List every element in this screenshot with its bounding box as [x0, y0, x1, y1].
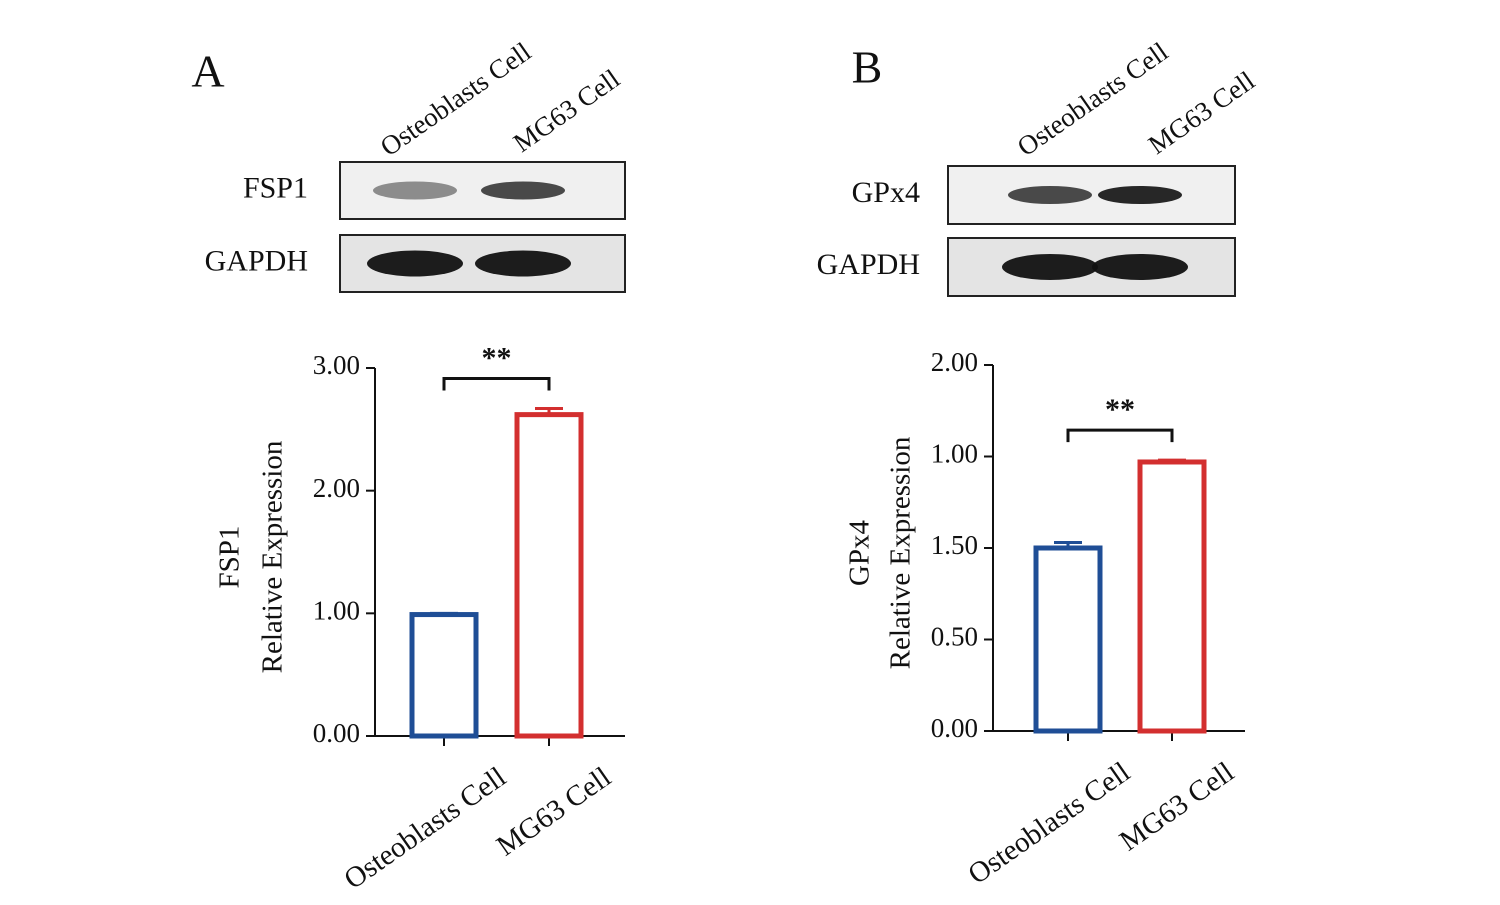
x-tick-label: MG63 Cell [491, 761, 617, 863]
y-tick-label: 0.50 [931, 622, 978, 652]
y-tick-label: 2.00 [931, 347, 978, 377]
blot-band [1092, 254, 1188, 280]
y-axis-label: Relative Expression [885, 436, 917, 669]
significance-bracket [1066, 428, 1174, 443]
bar [1137, 459, 1207, 734]
bar [409, 612, 479, 739]
blot-row-label: GAPDH [817, 248, 920, 281]
blot-band [1002, 254, 1098, 280]
x-tick-label: Osteoblasts Cell [338, 761, 511, 896]
significance-label: ** [482, 341, 512, 374]
blot-lane-label: MG63 Cell [1143, 65, 1260, 160]
panel-label: A [191, 46, 224, 97]
y-tick-label: 0.00 [931, 713, 978, 743]
y-tick-label: 1.00 [313, 596, 360, 626]
y-axis-label: GPx4 [844, 519, 876, 586]
blot-band [475, 250, 571, 277]
x-tick-label: Osteoblasts Cell [962, 756, 1135, 891]
y-tick-label: 3.00 [313, 350, 360, 380]
blot-row-label: GAPDH [205, 244, 308, 277]
blot-row-label: GPx4 [852, 176, 920, 209]
y-tick-label: 2.00 [313, 473, 360, 503]
blot-band [481, 181, 565, 200]
blot-band [1098, 186, 1182, 204]
blot-band [1008, 186, 1092, 204]
y-axis-label: FSP1 [214, 526, 246, 589]
blot-lane-label: Osteoblasts Cell [375, 36, 537, 162]
y-tick-label: 1.50 [931, 530, 978, 560]
blot-frame [947, 165, 1236, 225]
bar [514, 412, 584, 739]
y-axis-label: Relative Expression [257, 440, 289, 673]
significance-bracket [442, 376, 551, 391]
blot-lane-label: MG63 Cell [508, 63, 625, 158]
y-tick-label: 1.00 [931, 439, 978, 469]
significance-label: ** [1105, 393, 1135, 426]
bar [1033, 545, 1103, 734]
y-tick-label: 0.00 [313, 718, 360, 748]
blot-band [373, 181, 457, 200]
x-tick-label: MG63 Cell [1114, 756, 1240, 858]
blot-row-label: FSP1 [243, 171, 308, 204]
blot-band [367, 250, 463, 277]
panel-label: B [852, 42, 883, 93]
